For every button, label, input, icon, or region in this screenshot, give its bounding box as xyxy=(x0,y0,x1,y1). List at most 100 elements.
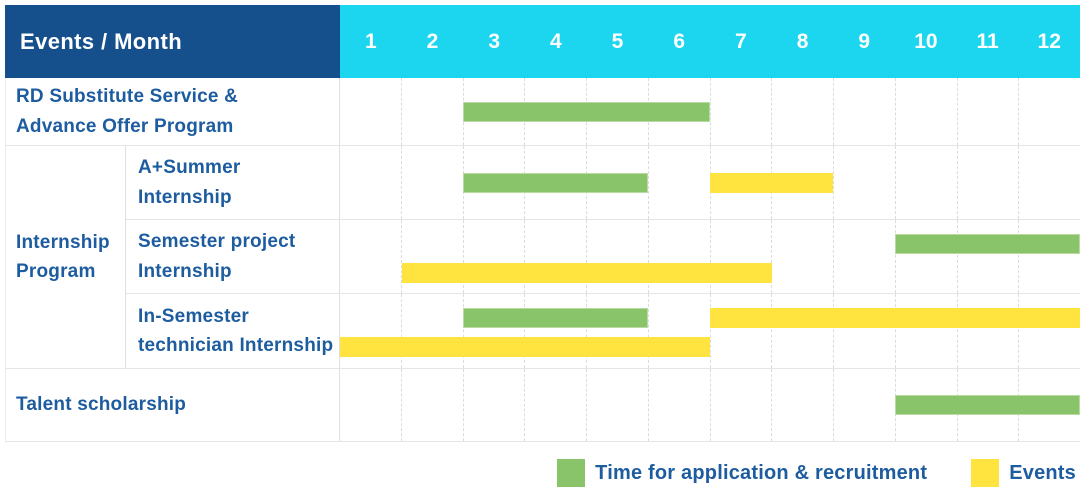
legend-item: Time for application & recruitment xyxy=(557,459,927,487)
internship-program-group: Internship Program A+Summer Internship S… xyxy=(6,145,1080,368)
row-label-rd-substitute: RD Substitute Service & Advance Offer Pr… xyxy=(6,78,340,145)
grid-cell xyxy=(896,146,958,219)
grid-cell xyxy=(402,146,464,219)
grid-cell xyxy=(587,294,649,368)
grid-cell xyxy=(896,78,958,145)
month-header-7: 7 xyxy=(735,29,747,53)
grid-cell xyxy=(464,369,526,441)
gantt-track xyxy=(340,78,1080,145)
table-row: RD Substitute Service & Advance Offer Pr… xyxy=(6,78,1080,145)
grid-cell xyxy=(402,78,464,145)
grid-cell xyxy=(525,294,587,368)
grid-cell xyxy=(772,294,834,368)
gantt-track xyxy=(340,369,1080,441)
grid-cell xyxy=(711,369,773,441)
grid-cell xyxy=(896,220,958,293)
grid-cell xyxy=(340,78,402,145)
grid-cell xyxy=(340,294,402,368)
grid-cell xyxy=(834,78,896,145)
grid-cell xyxy=(772,78,834,145)
gantt-bar-event xyxy=(710,172,834,193)
grid-cell xyxy=(402,294,464,368)
gantt-bar-event xyxy=(401,263,772,283)
grid-cell xyxy=(1019,78,1080,145)
gantt-bar-application xyxy=(463,308,649,328)
grid-cell xyxy=(587,220,649,293)
legend: Time for application & recruitment Events xyxy=(5,459,1080,487)
month-header-9: 9 xyxy=(858,29,871,53)
month-header-6: 6 xyxy=(673,29,686,53)
gantt-track xyxy=(340,146,1080,219)
grid-cell xyxy=(958,294,1020,368)
group-body: A+Summer Internship Semester project Int… xyxy=(126,146,1080,368)
legend-label: Time for application & recruitment xyxy=(595,461,928,484)
grid-cell xyxy=(834,146,896,219)
month-header: 1 2 3 4 5 6 7 8 9 10 11 12 xyxy=(340,5,1080,78)
gantt-bar-application xyxy=(463,101,710,122)
grid-cell xyxy=(649,78,711,145)
gantt-bar-application xyxy=(463,172,649,193)
grid-cell xyxy=(834,220,896,293)
row-label-talent-scholarship: Talent scholarship xyxy=(6,369,340,441)
grid-cell xyxy=(649,146,711,219)
gantt-bar-application xyxy=(895,395,1080,415)
grid-cell xyxy=(464,294,526,368)
month-header-10: 10 xyxy=(914,29,938,53)
grid-cell xyxy=(711,78,773,145)
legend-swatch-yellow-icon xyxy=(971,459,1000,487)
grid-cell xyxy=(340,220,402,293)
grid-cell xyxy=(896,294,958,368)
grid-cell xyxy=(587,369,649,441)
table-header-row: Events / Month 1 2 3 4 5 6 7 8 9 10 11 12 xyxy=(5,5,1080,78)
table-row: In-Semester technician Internship xyxy=(126,293,1080,368)
grid-cell xyxy=(834,294,896,368)
grid-cell xyxy=(649,220,711,293)
grid-cell xyxy=(525,220,587,293)
group-label-internship-program: Internship Program xyxy=(6,146,126,368)
grid-cell xyxy=(958,146,1020,219)
month-header-4: 4 xyxy=(550,29,562,53)
grid-cell xyxy=(464,220,526,293)
table-row: A+Summer Internship xyxy=(126,146,1080,219)
table-title: Events / Month xyxy=(5,5,340,78)
grid-cell xyxy=(772,369,834,441)
gantt-bar-event xyxy=(340,337,710,357)
grid-cell xyxy=(711,220,773,293)
legend-swatch-green-icon xyxy=(557,459,586,487)
grid-cell xyxy=(340,369,402,441)
grid-cell xyxy=(1019,294,1080,368)
grid-cell xyxy=(649,294,711,368)
grid-cell xyxy=(402,369,464,441)
grid-cell xyxy=(958,78,1020,145)
row-label-a-plus-summer: A+Summer Internship xyxy=(126,146,340,219)
grid-cell xyxy=(1019,146,1080,219)
month-header-3: 3 xyxy=(488,29,501,53)
grid-cell xyxy=(834,369,896,441)
month-header-8: 8 xyxy=(796,29,809,53)
gantt-track xyxy=(340,220,1080,293)
gantt-bar-application xyxy=(895,234,1080,254)
grid-cell xyxy=(340,146,402,219)
gantt-track xyxy=(340,294,1080,368)
row-label-in-semester-technician: In-Semester technician Internship xyxy=(126,294,340,368)
grid-cell xyxy=(772,146,834,219)
month-header-12: 12 xyxy=(1037,29,1061,53)
grid-cell xyxy=(525,369,587,441)
row-label-semester-project: Semester project Internship xyxy=(126,220,340,293)
table-row: Semester project Internship xyxy=(126,219,1080,293)
month-header-5: 5 xyxy=(611,29,624,53)
table-row: Talent scholarship xyxy=(6,368,1080,441)
grid-cell xyxy=(772,220,834,293)
month-header-1: 1 xyxy=(364,29,377,53)
gantt-bar-event xyxy=(710,308,1080,328)
grid-cell xyxy=(1019,220,1080,293)
legend-item: Events xyxy=(971,459,1076,487)
month-header-2: 2 xyxy=(426,29,439,53)
grid-cell xyxy=(402,220,464,293)
grid-cell xyxy=(649,369,711,441)
month-header-11: 11 xyxy=(976,29,999,53)
grid-cell xyxy=(958,220,1020,293)
grid-cell xyxy=(711,294,773,368)
legend-label: Events xyxy=(1009,461,1076,484)
